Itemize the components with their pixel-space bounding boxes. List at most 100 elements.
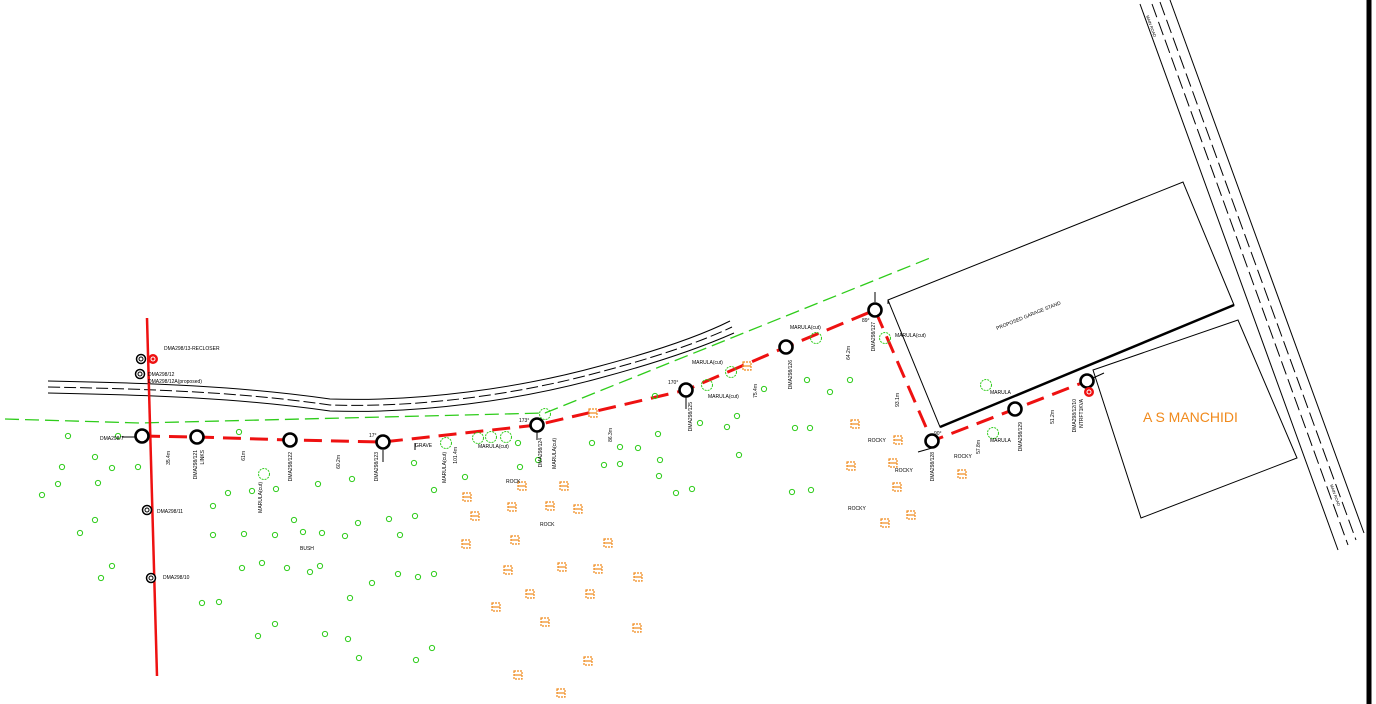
pole [135,353,147,365]
label: DMA298/12 [148,372,175,378]
label: ROCKY [848,506,866,512]
pole [134,368,146,380]
grass [354,519,362,527]
label: DMA298/127 [871,322,877,351]
grass [688,485,696,493]
pole [529,417,545,433]
road-edge [47,332,735,412]
road-edge [1139,3,1339,551]
label: DMA298/13-RECLOSER [164,346,220,352]
pole [375,434,391,450]
marula-tree [472,432,484,444]
grass [651,392,659,400]
grass [299,528,307,536]
label: MARULA(cut) [692,360,723,366]
label: 75.4m [753,384,759,398]
pole-core [144,507,150,513]
grass [655,472,663,480]
label: DMA298/122 [288,452,294,481]
grass [368,579,376,587]
grass [306,568,314,576]
green-line [4,257,931,424]
grass [54,480,62,488]
grass [791,424,799,432]
label: DMA298/126 [788,360,794,389]
grass [254,632,262,640]
grass [209,502,217,510]
grass [209,531,217,539]
grass [38,491,46,499]
label: ROCKY [954,454,972,460]
label: MARULA [990,390,1012,396]
grass [385,515,393,523]
marula-tree [980,379,992,391]
recloser-core [1086,389,1092,395]
grass [344,635,352,643]
pole [924,433,940,449]
marula-tree [879,332,891,344]
grass [723,423,731,431]
label: ROCK [540,522,555,528]
marula-tree [987,427,999,439]
label: MARULA(cut) [708,394,739,400]
label: MARULA(cut) [552,438,558,469]
grass [654,430,662,438]
stay [1092,372,1105,379]
pole [189,429,205,445]
grass [348,475,356,483]
grass [321,630,329,638]
label: MARULA(cut) [478,444,509,450]
grass [134,463,142,471]
pole [678,382,694,398]
grass [114,432,122,440]
label: ROCKY [895,468,913,474]
grass [108,464,116,472]
grass [600,461,608,469]
label: A S MANCHIDI [1143,409,1238,425]
road-edge [47,320,731,400]
label: DMA298/124 [538,438,544,467]
main-road [1139,0,1365,551]
grass [91,516,99,524]
label: MARULA(cut) [258,482,264,513]
grass [341,532,349,540]
grass [64,432,72,440]
grass [240,530,248,538]
grass [283,564,291,572]
grass [108,562,116,570]
label: GRAVE [415,443,433,449]
label: BUSH [300,546,314,552]
label: DMA298/10 [163,575,190,581]
grass [412,656,420,664]
grass [235,428,243,436]
marula-tree [440,437,452,449]
stay [917,447,933,453]
label: MARULA [990,438,1012,444]
grass [733,412,741,420]
grass [318,529,326,537]
pole-core [148,575,154,581]
grass [430,570,438,578]
label: NTRFT1KVA [1079,398,1085,427]
recloser [148,354,158,364]
grass [634,444,642,452]
grass [534,456,542,464]
grass [58,463,66,471]
grass [271,620,279,628]
grass [461,473,469,481]
marula-tree [725,366,737,378]
pole [778,339,794,355]
label: DMA298/12A(proposed) [148,379,202,385]
label: DMA298/123 [374,452,380,481]
grass [807,486,815,494]
grass [290,516,298,524]
local-road [47,320,735,412]
grass [411,512,419,520]
grass [826,388,834,396]
grass [846,376,854,384]
label: 35.4m [166,451,172,465]
label: DMA298/121 [193,450,199,479]
marula-tree [258,468,270,480]
label: DMA298/129 [1018,422,1024,451]
